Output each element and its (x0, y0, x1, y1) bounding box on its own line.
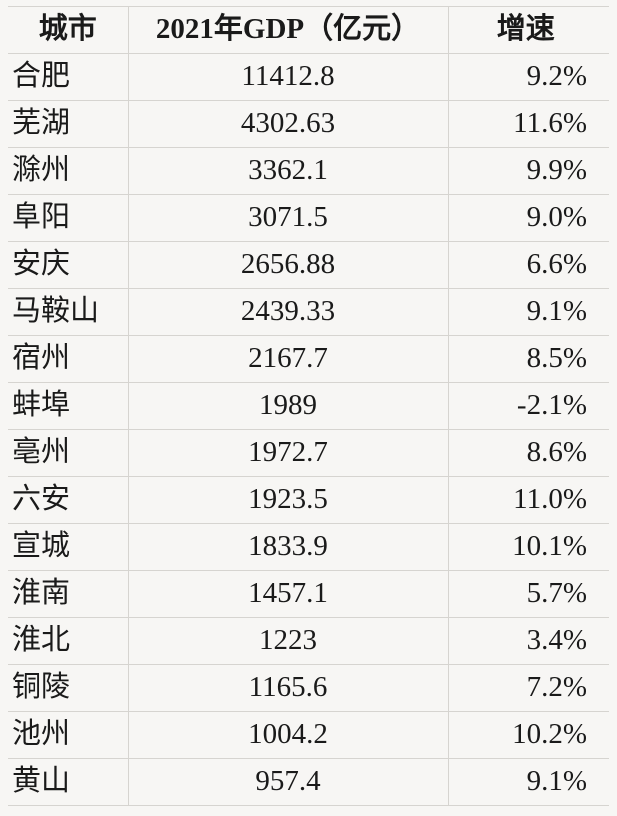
cell-city: 宿州 (8, 336, 128, 383)
table-body: 合肥 11412.8 9.2% 芜湖 4302.63 11.6% 滁州 3362… (8, 54, 609, 806)
cell-growth: 8.6% (448, 430, 609, 477)
cell-gdp: 1989 (128, 383, 448, 430)
cell-gdp: 1004.2 (128, 712, 448, 759)
table-row: 阜阳 3071.5 9.0% (8, 195, 609, 242)
table-row: 淮北 1223 3.4% (8, 618, 609, 665)
cell-gdp: 3071.5 (128, 195, 448, 242)
table-row: 黄山 957.4 9.1% (8, 759, 609, 806)
table-container: 城市 2021年GDP（亿元） 增速 合肥 11412.8 9.2% 芜湖 43… (0, 0, 617, 816)
table-row: 滁州 3362.1 9.9% (8, 148, 609, 195)
cell-city: 亳州 (8, 430, 128, 477)
cell-city: 宣城 (8, 524, 128, 571)
table-row: 芜湖 4302.63 11.6% (8, 101, 609, 148)
cell-growth: 11.0% (448, 477, 609, 524)
cell-gdp: 2439.33 (128, 289, 448, 336)
cell-city: 阜阳 (8, 195, 128, 242)
cell-gdp: 4302.63 (128, 101, 448, 148)
cell-growth: 8.5% (448, 336, 609, 383)
cell-gdp: 1972.7 (128, 430, 448, 477)
cell-gdp: 2167.7 (128, 336, 448, 383)
cell-gdp: 1223 (128, 618, 448, 665)
cell-growth: 10.1% (448, 524, 609, 571)
col-header-gdp: 2021年GDP（亿元） (128, 7, 448, 54)
cell-gdp: 1457.1 (128, 571, 448, 618)
cell-growth: 7.2% (448, 665, 609, 712)
col-header-growth: 增速 (448, 7, 609, 54)
cell-city: 蚌埠 (8, 383, 128, 430)
table-row: 铜陵 1165.6 7.2% (8, 665, 609, 712)
table-row: 池州 1004.2 10.2% (8, 712, 609, 759)
cell-city: 黄山 (8, 759, 128, 806)
cell-city: 铜陵 (8, 665, 128, 712)
cell-growth: 9.9% (448, 148, 609, 195)
table-row: 马鞍山 2439.33 9.1% (8, 289, 609, 336)
table-row: 宣城 1833.9 10.1% (8, 524, 609, 571)
table-row: 蚌埠 1989 -2.1% (8, 383, 609, 430)
table-row: 六安 1923.5 11.0% (8, 477, 609, 524)
table-row: 合肥 11412.8 9.2% (8, 54, 609, 101)
cell-growth: -2.1% (448, 383, 609, 430)
cell-growth: 9.0% (448, 195, 609, 242)
table-header-row: 城市 2021年GDP（亿元） 增速 (8, 7, 609, 54)
gdp-table: 城市 2021年GDP（亿元） 增速 合肥 11412.8 9.2% 芜湖 43… (8, 6, 609, 806)
cell-growth: 11.6% (448, 101, 609, 148)
cell-city: 滁州 (8, 148, 128, 195)
cell-city: 淮南 (8, 571, 128, 618)
cell-growth: 9.1% (448, 759, 609, 806)
cell-gdp: 957.4 (128, 759, 448, 806)
cell-gdp: 1923.5 (128, 477, 448, 524)
cell-gdp: 11412.8 (128, 54, 448, 101)
cell-growth: 9.1% (448, 289, 609, 336)
cell-gdp: 2656.88 (128, 242, 448, 289)
cell-city: 淮北 (8, 618, 128, 665)
cell-growth: 5.7% (448, 571, 609, 618)
cell-growth: 10.2% (448, 712, 609, 759)
col-header-city: 城市 (8, 7, 128, 54)
table-row: 宿州 2167.7 8.5% (8, 336, 609, 383)
cell-city: 芜湖 (8, 101, 128, 148)
cell-city: 池州 (8, 712, 128, 759)
cell-gdp: 1833.9 (128, 524, 448, 571)
table-row: 淮南 1457.1 5.7% (8, 571, 609, 618)
cell-growth: 6.6% (448, 242, 609, 289)
cell-city: 合肥 (8, 54, 128, 101)
cell-city: 马鞍山 (8, 289, 128, 336)
cell-gdp: 3362.1 (128, 148, 448, 195)
cell-city: 安庆 (8, 242, 128, 289)
cell-city: 六安 (8, 477, 128, 524)
cell-gdp: 1165.6 (128, 665, 448, 712)
cell-growth: 9.2% (448, 54, 609, 101)
cell-growth: 3.4% (448, 618, 609, 665)
table-row: 安庆 2656.88 6.6% (8, 242, 609, 289)
table-row: 亳州 1972.7 8.6% (8, 430, 609, 477)
